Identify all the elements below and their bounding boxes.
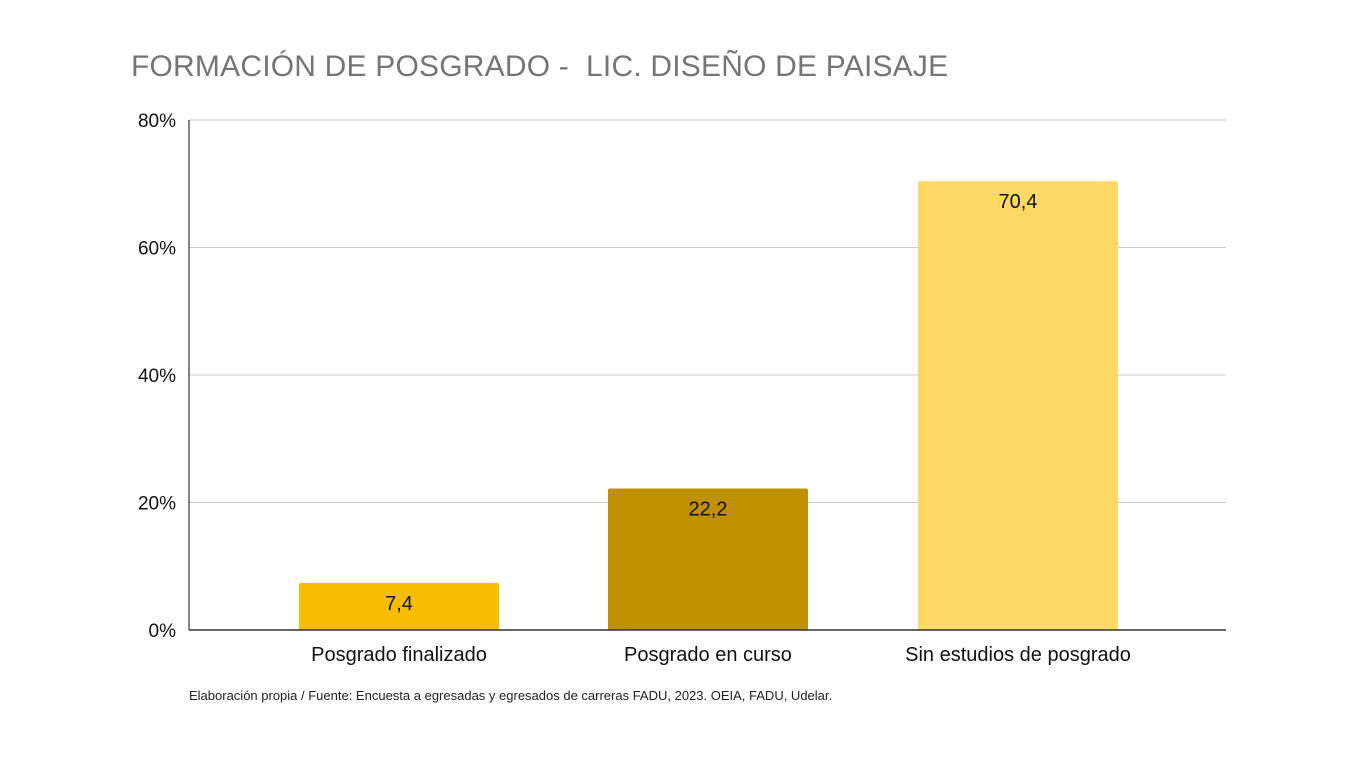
data-label: 7,4	[385, 593, 413, 615]
x-category-label: Posgrado finalizado	[311, 644, 487, 666]
y-tick-label: 0%	[149, 621, 177, 642]
x-category-label: Posgrado en curso	[624, 644, 792, 666]
data-label: 22,2	[689, 498, 728, 520]
bars	[299, 181, 1118, 630]
y-tick-label: 20%	[138, 494, 176, 515]
y-tick-label: 80%	[138, 111, 176, 132]
source-note: Elaboración propia / Fuente: Encuesta a …	[189, 688, 833, 703]
data-labels: 7,4 22,2 70,4	[385, 191, 1037, 615]
y-tick-label: 60%	[138, 239, 176, 260]
y-tick-label: 40%	[138, 366, 176, 387]
x-category-label: Sin estudios de posgrado	[905, 644, 1131, 666]
chart-title: FORMACIÓN DE POSGRADO - LIC. DISEÑO DE P…	[131, 50, 949, 83]
axes	[188, 120, 1226, 631]
x-axis-category-labels: Posgrado finalizado Posgrado en curso Sin …	[311, 644, 1131, 666]
bar-2	[608, 488, 808, 630]
bar-1	[299, 582, 499, 630]
y-axis-tick-labels: 0% 20% 40% 60% 80%	[138, 111, 176, 642]
bar-3	[918, 181, 1118, 630]
data-label: 70,4	[999, 191, 1038, 213]
